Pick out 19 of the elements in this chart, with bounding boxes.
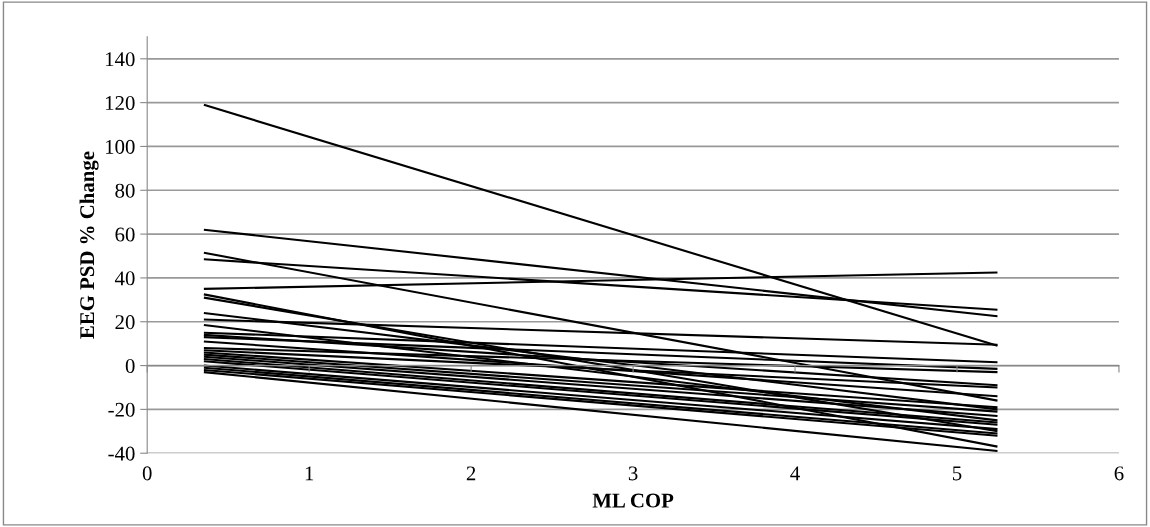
x-axis-title: ML COP	[592, 493, 674, 508]
y-tick-label: 140	[105, 52, 135, 67]
y-tick-label: -20	[108, 402, 135, 417]
x-tick-label: 5	[952, 466, 962, 481]
y-tick-label: -40	[108, 446, 135, 461]
y-tick-label: 60	[115, 227, 135, 242]
y-tick-label: 20	[115, 315, 135, 330]
x-tick-label: 0	[142, 466, 152, 481]
x-tick-label: 2	[466, 466, 476, 481]
x-tick-label: 3	[628, 466, 638, 481]
x-tick-label: 6	[1114, 466, 1124, 481]
y-tick-label: 40	[114, 271, 135, 286]
y-tick-label: 0	[125, 358, 135, 373]
y-tick-label: 100	[105, 139, 135, 154]
y-axis-title: EEG PSD % Change	[79, 151, 99, 339]
y-tick-label: 120	[105, 96, 135, 111]
y-tick-label: 80	[115, 183, 135, 198]
x-tick-label: 1	[305, 466, 314, 481]
x-tick-label: 4	[790, 466, 800, 481]
